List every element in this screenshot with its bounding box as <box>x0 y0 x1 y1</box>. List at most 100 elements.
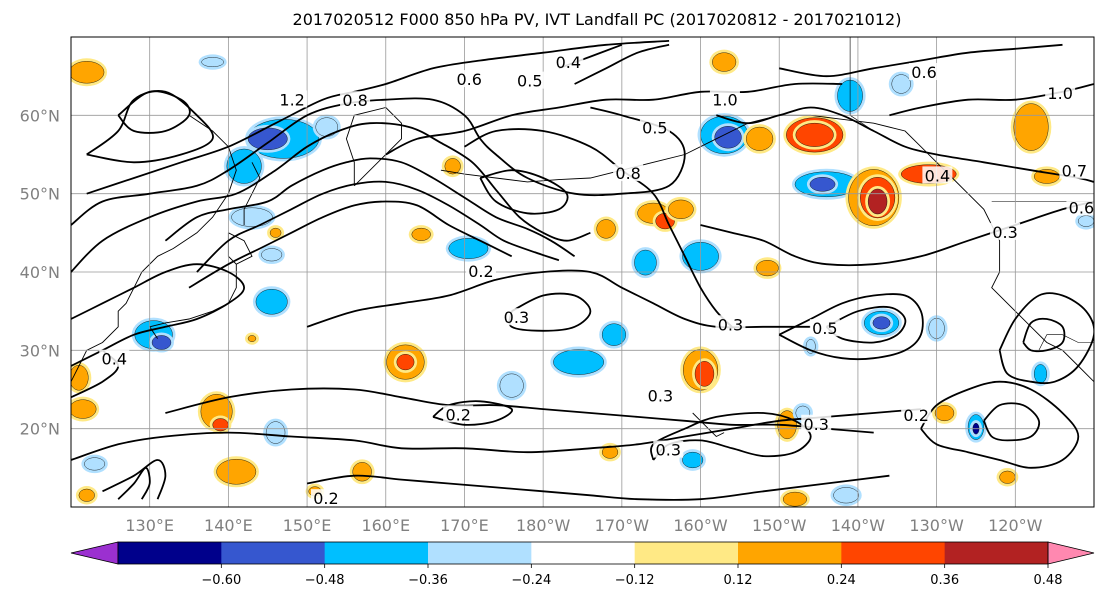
map-plot-area: 0.4 0.5 0.6 1.2 0.8 1.0 0.5 0.8 1.0 0.6 0.4 0.7 0.6 0… <box>70 36 1097 508</box>
pv-contour-line <box>464 128 733 328</box>
contour-label-backdrop <box>809 319 840 337</box>
longitude-tick-label: 120°W <box>988 516 1043 535</box>
contour-label: 0.7 <box>1062 162 1087 181</box>
contour-label: 1.0 <box>1047 84 1072 103</box>
pv-contour-line <box>117 90 191 134</box>
pv-contour-line <box>779 43 1063 78</box>
positive-anomaly <box>795 122 834 147</box>
contour-label: 0.6 <box>1069 199 1094 218</box>
pv-contour-line <box>700 200 1094 267</box>
contour-label-backdrop <box>465 262 496 279</box>
colorbar-segment <box>841 542 946 564</box>
latitude-tick-label: 30°N <box>20 341 60 360</box>
longitude-tick-label: 130°E <box>125 516 174 535</box>
positive-anomaly <box>78 488 95 502</box>
negative-anomaly <box>265 421 286 444</box>
colorbar-tick-label: −0.24 <box>511 573 551 588</box>
contour-label: 0.6 <box>911 63 936 82</box>
contour-label-backdrop <box>653 440 684 458</box>
pv-contour-line <box>508 292 592 332</box>
contour-label-backdrop <box>340 91 371 109</box>
contour-label-backdrop <box>639 118 670 136</box>
contour-label: 0.5 <box>642 119 667 138</box>
contour-label-backdrop <box>709 90 740 108</box>
positive-anomaly <box>596 219 616 239</box>
positive-anomaly <box>212 418 229 432</box>
negative-anomaly <box>231 207 273 227</box>
negative-anomaly <box>833 487 859 504</box>
longitude-tick-label: 150°E <box>283 516 332 535</box>
colorbar-segment <box>324 542 429 564</box>
positive-anomaly <box>712 52 737 72</box>
negative-anomaly <box>809 177 836 192</box>
pv-contour-line <box>71 263 245 367</box>
negative-anomaly <box>891 74 911 94</box>
contour-label-backdrop <box>801 414 832 432</box>
colorbar-tick-label: −0.48 <box>305 573 345 588</box>
contour-label: 0.3 <box>656 441 681 460</box>
contour-label-backdrop <box>1059 161 1090 179</box>
colorbar-extend-low <box>70 541 119 565</box>
pv-contour-line <box>982 402 1041 442</box>
latitude-tick-label: 50°N <box>20 185 60 204</box>
border-line <box>1038 334 1094 351</box>
negative-anomaly <box>151 335 172 350</box>
pv-contour-line <box>574 43 670 85</box>
colorbar-tick-label: −0.36 <box>408 573 448 588</box>
pv-contour-line <box>306 474 890 501</box>
negative-anomaly <box>634 249 657 276</box>
pv-contour-line <box>188 200 513 289</box>
positive-anomaly <box>71 365 89 391</box>
contour-label-backdrop <box>922 166 953 184</box>
positive-anomaly <box>216 459 257 485</box>
colorbar-tick-label: 0.36 <box>930 573 959 588</box>
contour-label: 1.2 <box>279 90 304 109</box>
positive-anomaly <box>71 399 97 419</box>
contour-label: 0.2 <box>468 262 493 281</box>
pv-contours <box>71 40 1094 501</box>
map-frame <box>70 36 1095 508</box>
pv-contour-line <box>998 292 1094 385</box>
contour-label: 1.0 <box>712 90 737 109</box>
pv-contour-line <box>164 157 576 258</box>
contour-label-backdrop <box>990 222 1021 240</box>
negative-anomaly <box>201 57 224 67</box>
contour-label-backdrop <box>454 70 485 88</box>
positive-anomaly <box>934 404 955 422</box>
negative-anomaly <box>315 117 338 137</box>
contour-label-backdrop <box>277 90 308 108</box>
positive-anomaly <box>756 260 779 277</box>
pv-contour-line <box>920 380 1080 469</box>
pv-contour-line <box>71 97 686 226</box>
contour-label: 0.3 <box>648 387 673 406</box>
pv-contour-line <box>778 293 924 361</box>
pv-contour-line <box>825 305 907 344</box>
pv-contour-line <box>71 122 591 273</box>
contour-label-backdrop <box>99 349 130 367</box>
colorbar-segment <box>118 542 222 564</box>
contour-label: 0.6 <box>456 70 481 89</box>
chart-title: 2017020512 F000 850 hPa PV, IVT Landfall… <box>293 10 902 29</box>
pv-contour-line <box>165 387 874 434</box>
colorbar-segment <box>944 542 1049 564</box>
negative-anomaly <box>261 248 283 262</box>
longitude-tick-label: 180°W <box>516 516 571 535</box>
colorbar: −0.60 −0.48 −0.36 −0.24 −0.12 0.12 0.24 0.36 0.4… <box>70 541 1095 588</box>
pv-contour-line <box>716 106 1094 183</box>
longitude-tick-label: 130°W <box>909 516 964 535</box>
contour-label-backdrop <box>901 406 932 424</box>
contour-label: 0.4 <box>102 350 127 369</box>
positive-anomaly <box>668 199 694 219</box>
pv-contour-line <box>385 82 843 156</box>
positive-anomaly <box>694 361 715 387</box>
contour-label: 0.3 <box>504 308 529 327</box>
contour-label: 0.4 <box>925 166 950 185</box>
pv-contour-line <box>650 411 812 461</box>
positive-anomaly <box>411 227 431 241</box>
longitude-tick-label: 170°E <box>440 516 489 535</box>
contour-label: 0.8 <box>342 91 367 110</box>
pv-contour-line <box>102 459 167 500</box>
longitude-tick-label: 150°W <box>752 516 807 535</box>
positive-anomaly <box>999 470 1016 484</box>
